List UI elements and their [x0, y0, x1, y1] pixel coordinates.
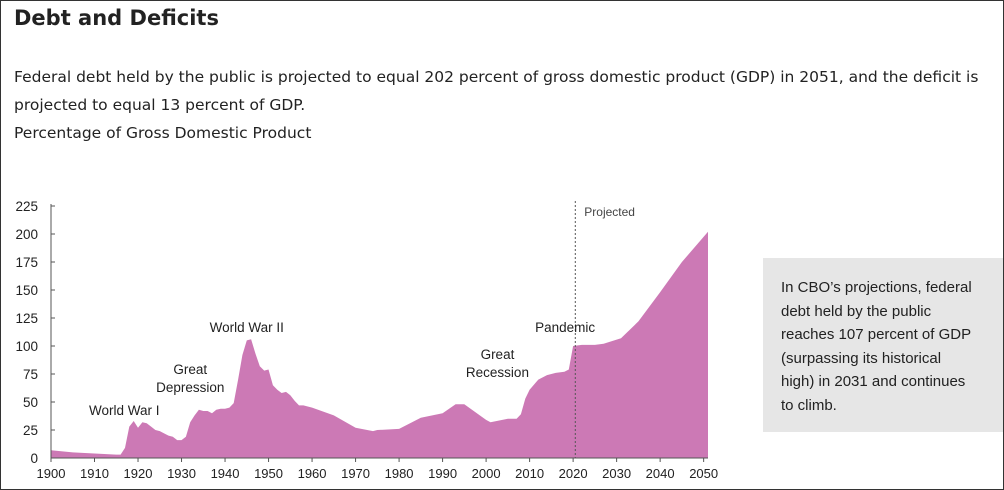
y-tick-label: 175: [15, 255, 38, 270]
annotation-label: Recession: [466, 365, 529, 380]
callout-text: In CBO’s projections, federal debt held …: [781, 276, 993, 417]
y-tick-label: 100: [15, 339, 38, 354]
annotation-label: Great: [481, 347, 515, 362]
annotation-label: World War II: [210, 320, 284, 335]
x-tick-label: 2040: [646, 466, 675, 481]
unit-label: Percentage of Gross Domestic Product: [14, 124, 312, 142]
x-tick-label: 1980: [385, 466, 414, 481]
annotation-label: Great: [173, 362, 207, 377]
x-tick-label: 1900: [37, 466, 66, 481]
x-tick-label: 2020: [559, 466, 588, 481]
callout-line: high) in 2031 and continues: [781, 373, 966, 390]
callout-line: to climb.: [781, 396, 837, 414]
annotation-label: World War I: [89, 403, 160, 418]
annotation-label: Depression: [156, 380, 224, 395]
callout-box: In CBO’s projections, federal debt held …: [763, 258, 1003, 432]
debt-area: [51, 231, 708, 458]
x-tick-label: 2050: [689, 466, 718, 481]
x-tick-label: 1960: [298, 466, 327, 481]
x-tick-label: 2030: [602, 466, 631, 481]
page-title: Debt and Deficits: [14, 6, 219, 30]
x-tick-label: 2000: [472, 466, 501, 481]
callout-line: reaches 107 percent of GDP: [781, 326, 972, 343]
debt-chart: 0 25 50 75 100 125 150 175 200 225 1900 1910 1920 193…: [15, 199, 718, 481]
x-tick-label: 1950: [254, 466, 283, 481]
y-tick-label: 150: [15, 283, 38, 298]
callout-line: debt held by the public: [781, 302, 932, 320]
y-tick-label: 50: [23, 395, 38, 410]
description-line-2: projected to equal 13 percent of GDP.: [14, 96, 306, 114]
x-tick-label: 1940: [211, 466, 240, 481]
callout-line: In CBO’s projections, federal: [781, 279, 972, 296]
y-tick-label: 0: [30, 451, 38, 466]
y-tick-label: 25: [23, 423, 38, 438]
y-tick-label: 225: [15, 199, 38, 214]
y-tick-label: 200: [15, 227, 38, 242]
x-tick-label: 1930: [167, 466, 196, 481]
x-tick-label: 1910: [80, 466, 109, 481]
callout-line: (surpassing its historical: [781, 349, 942, 367]
y-tick-label: 125: [15, 311, 38, 326]
x-tick-label: 2010: [515, 466, 544, 481]
description-line-1: Federal debt held by the public is proje…: [14, 68, 979, 86]
x-tick-label: 1970: [341, 466, 370, 481]
x-tick-label: 1920: [124, 466, 153, 481]
chart-description: Federal debt held by the public is proje…: [14, 63, 1003, 147]
projected-label: Projected: [584, 205, 635, 219]
y-tick-label: 75: [23, 367, 38, 382]
annotation-label: Pandemic: [535, 320, 595, 335]
x-tick-label: 1990: [428, 466, 457, 481]
